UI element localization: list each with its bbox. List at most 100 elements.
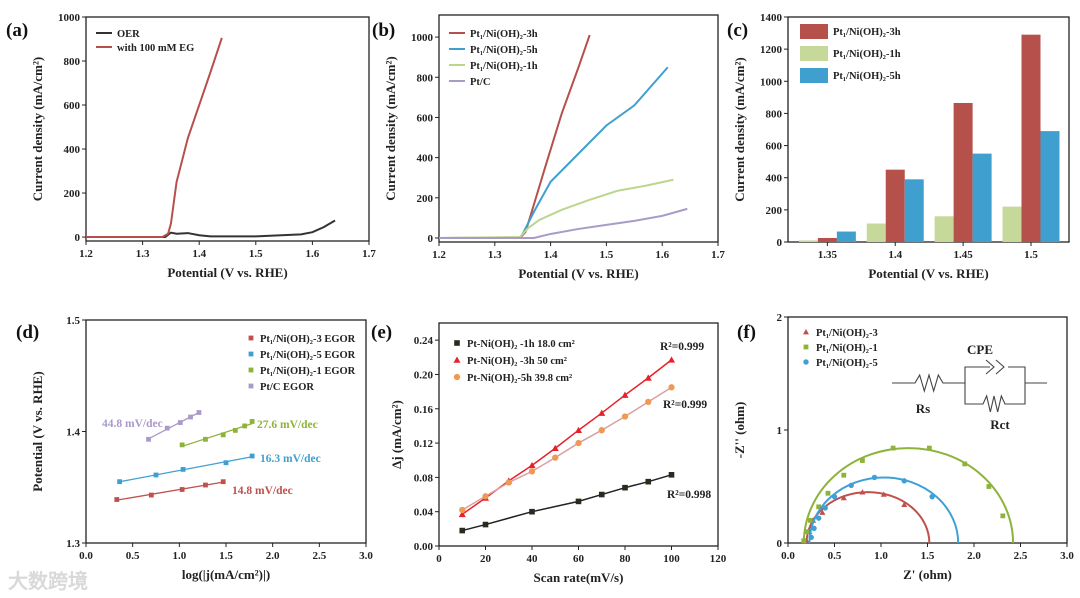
panel-label: (b) xyxy=(372,20,395,41)
slope-annotation: 27.6 mV/dec xyxy=(257,419,318,431)
y-tick-label: 200 xyxy=(417,193,434,205)
fit-curve xyxy=(808,476,960,544)
data-point xyxy=(668,472,675,478)
x-tick-label: 40 xyxy=(527,553,539,565)
data-point xyxy=(242,423,248,429)
x-tick-label: 60 xyxy=(573,553,585,565)
data-point xyxy=(598,409,606,416)
x-tick-label: 3.0 xyxy=(359,550,373,562)
y-axis-title: -Z'' (ohm) xyxy=(732,402,747,459)
legend-label: Pt₁/Ni(OH)₂-5h xyxy=(833,71,901,82)
y-tick-label: 1.5 xyxy=(66,315,80,327)
panel-e: (e) 0.00 0.04 0.08 0.12 0.16 0.20 0.24 0 20 40 60 80… xyxy=(371,322,727,585)
panel-f: (f) 0 1 2 0.0 0.5 1.0 1.5 2.0 2.5 3.0 Z' (ohm) -Z'' … xyxy=(732,312,1074,582)
x-tick-label: 0.5 xyxy=(126,550,140,562)
x-tick-label: 1.5 xyxy=(1024,249,1038,261)
y-tick-label: 600 xyxy=(417,112,434,124)
data-point xyxy=(819,509,826,515)
x-tick-label: 1.45 xyxy=(953,249,973,261)
data-point xyxy=(831,493,838,500)
data-point xyxy=(668,384,675,391)
data-point xyxy=(164,425,170,431)
data-point xyxy=(901,478,907,484)
series-line xyxy=(438,66,669,239)
data-point xyxy=(249,453,255,459)
bar xyxy=(1002,206,1022,242)
legend-label: Pt₁/Ni(OH)₂-3 EGOR xyxy=(260,334,356,345)
slope-annotation: 14.8 mV/dec xyxy=(232,485,293,497)
data-point xyxy=(223,460,229,466)
x-tick-label: 1.2 xyxy=(79,248,93,260)
y-tick-label: 1200 xyxy=(760,44,783,56)
data-point xyxy=(529,508,535,515)
legend-label: Pt-Ni(OH)₂ -3h 50 cm² xyxy=(467,356,567,367)
data-point xyxy=(807,518,813,523)
y-tick-label: 800 xyxy=(64,56,81,68)
data-point xyxy=(153,472,159,478)
data-point xyxy=(598,427,605,434)
data-point xyxy=(929,493,935,500)
data-point xyxy=(804,529,809,535)
bar xyxy=(1040,131,1060,242)
data-point xyxy=(459,527,466,534)
bar xyxy=(798,240,818,242)
data-point xyxy=(822,505,828,511)
cpe-label: CPE xyxy=(967,342,993,357)
plot-frame xyxy=(85,16,370,242)
x-tick-label: 1.7 xyxy=(362,248,376,260)
y-axis-title: Current density (mA/cm²) xyxy=(732,57,747,201)
x-tick-label: 1.5 xyxy=(249,248,263,260)
y-tick-label: 0.20 xyxy=(414,369,434,381)
data-point xyxy=(148,492,154,498)
r-squared-annotation: R²=0.999 xyxy=(663,399,707,411)
data-point xyxy=(551,444,559,452)
y-tick-label: 200 xyxy=(766,205,783,217)
y-tick-label: 1 xyxy=(777,425,783,437)
y-tick-label: 400 xyxy=(64,144,81,156)
legend-label: Pt₁/Ni(OH)₂-1h xyxy=(833,49,901,60)
x-tick-label: 2.0 xyxy=(266,550,280,562)
legend-label: Pt₁/Ni(OH)₂-1 EGOR xyxy=(260,366,356,377)
slope-annotation: 44.8 mV/dec xyxy=(102,418,163,430)
x-axis-title: log(|j(mA/cm²)|) xyxy=(182,567,270,582)
data-point xyxy=(459,506,466,514)
x-tick-label: 1.4 xyxy=(192,248,206,260)
bar xyxy=(904,179,924,242)
panel-d: (d) 1.3 1.4 1.5 0.0 0.5 1.0 1.5 2.0 2.5 3.0 log(|j(… xyxy=(16,315,373,582)
data-point xyxy=(871,474,878,481)
panel-label: (f) xyxy=(737,322,756,343)
data-point xyxy=(598,491,605,498)
x-tick-label: 1.5 xyxy=(921,550,935,562)
cpe-icon xyxy=(985,359,1005,375)
bar xyxy=(866,223,886,242)
x-axis-title: Scan rate(mV/s) xyxy=(534,570,624,585)
fit-line xyxy=(461,386,672,511)
y-tick-label: 0.00 xyxy=(414,541,434,553)
legend-label: Pt₁/Ni(OH)₂-1h xyxy=(470,61,538,72)
legend-label: Pt₁/Ni(OH)₂-3 xyxy=(816,328,878,339)
y-tick-label: 800 xyxy=(417,72,434,84)
x-axis-title: Potential (V vs. RHE) xyxy=(167,265,287,280)
data-point xyxy=(841,472,847,478)
data-point xyxy=(505,479,512,486)
x-tick-label: 1.3 xyxy=(136,248,150,260)
data-point xyxy=(482,521,489,528)
x-tick-label: 1.35 xyxy=(818,249,838,261)
data-point xyxy=(645,398,652,406)
x-tick-label: 1.2 xyxy=(432,249,446,261)
data-point xyxy=(203,482,208,488)
data-point xyxy=(220,479,226,485)
legend-marker xyxy=(803,344,809,350)
x-tick-label: 1.4 xyxy=(888,249,902,261)
legend-marker xyxy=(803,359,809,365)
x-tick-label: 80 xyxy=(620,553,632,565)
x-tick-label: 1.4 xyxy=(544,249,558,261)
y-tick-label: 2 xyxy=(777,312,783,324)
data-point xyxy=(188,414,193,420)
data-point xyxy=(249,419,255,424)
y-tick-label: 0 xyxy=(777,237,783,249)
x-tick-label: 1.5 xyxy=(600,249,614,261)
fit-line xyxy=(119,456,253,483)
legend-marker xyxy=(803,329,809,335)
data-point xyxy=(645,478,652,485)
